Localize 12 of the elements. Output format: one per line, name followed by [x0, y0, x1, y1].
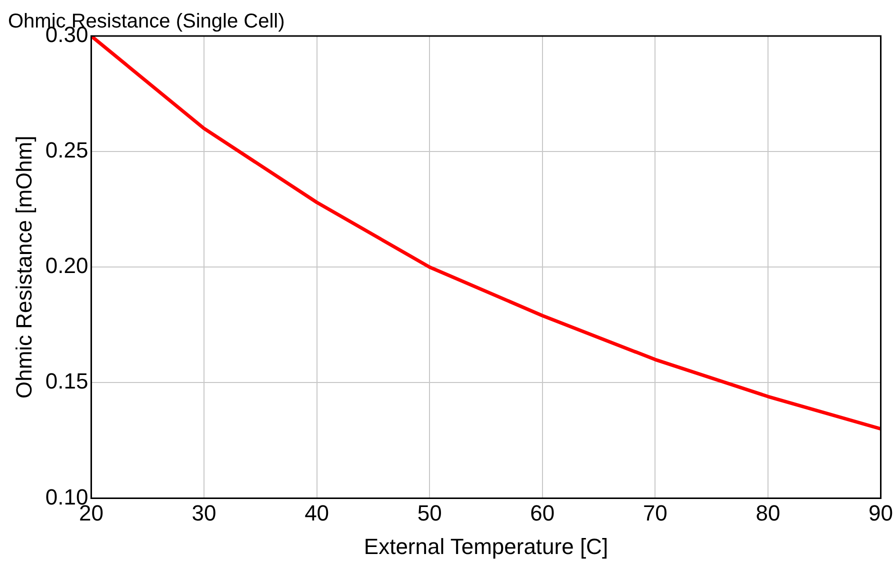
x-tick-label: 50 — [417, 500, 442, 526]
x-tick-label: 80 — [756, 500, 780, 526]
y-axis-title: Ohmic Resistance [mOhm] — [11, 136, 36, 399]
x-tick-label: 60 — [530, 500, 555, 526]
x-tick-label: 90 — [868, 500, 894, 526]
y-tick-label: 0.20 — [45, 253, 88, 278]
x-axis-title: External Temperature [C] — [364, 534, 608, 559]
x-tick-label: 70 — [642, 500, 668, 526]
x-tick-label: 30 — [192, 500, 216, 526]
x-tick-label: 40 — [304, 500, 330, 526]
y-tick-label: 0.25 — [45, 138, 88, 163]
y-tick-label: 0.15 — [45, 368, 88, 394]
